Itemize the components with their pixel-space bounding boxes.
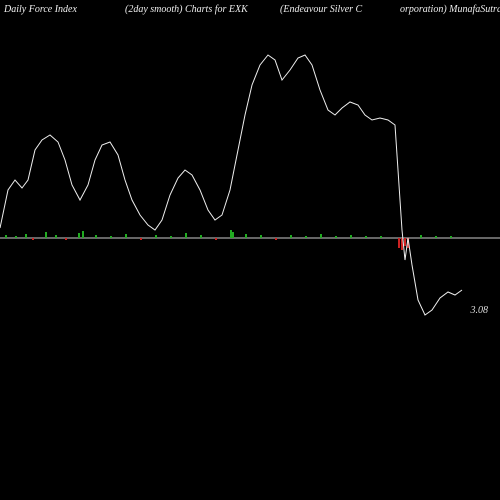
price-label: 3.08 bbox=[471, 305, 489, 316]
header-right: orporation) MunafaSutra.com bbox=[400, 4, 500, 15]
chart-area: 3.08 bbox=[0, 20, 500, 500]
header-mid-left: (2day smooth) Charts for EXK bbox=[125, 4, 248, 15]
chart-header: Daily Force Index (2day smooth) Charts f… bbox=[0, 4, 500, 20]
force-index-chart bbox=[0, 20, 500, 500]
header-mid-right: (Endeavour Silver C bbox=[280, 4, 362, 15]
header-left: Daily Force Index bbox=[4, 4, 77, 15]
